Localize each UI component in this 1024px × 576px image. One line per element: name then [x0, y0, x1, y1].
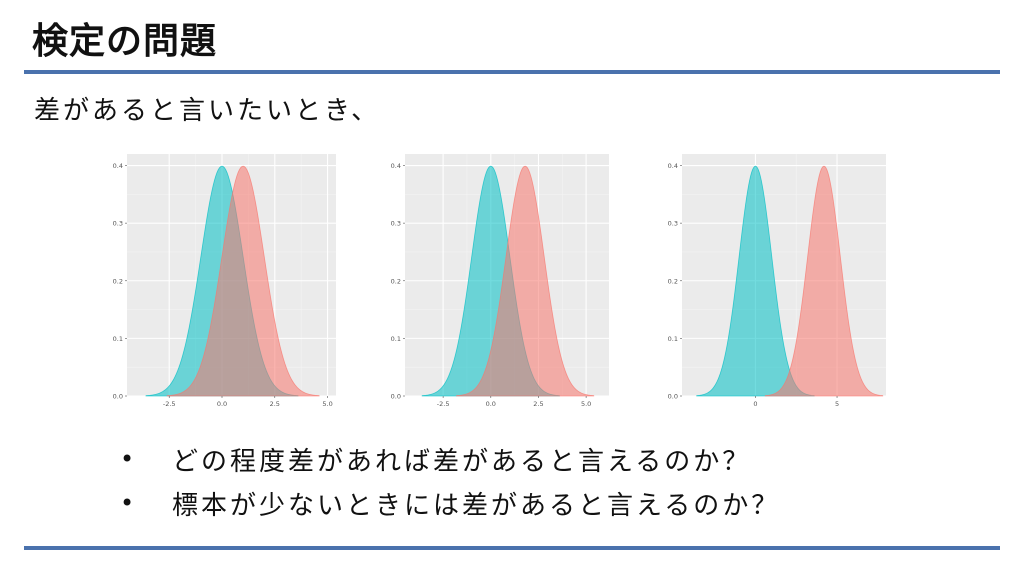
density-area-2 [166, 165, 320, 397]
chart-2: 0.0 0.1 0.2 0.3 0.4 -2.5 0.0 2.5 5.0 [383, 150, 613, 412]
x-tick-label: -2.5 [437, 400, 450, 408]
x-tick-label: 0 [753, 400, 757, 408]
y-tick-label: 0.0 [391, 393, 401, 401]
bullet-list: • どの程度差があれば差があると言えるのか？ • 標本が少ないときには差があると… [120, 440, 780, 528]
x-tick-label: 0.0 [486, 400, 496, 408]
y-tick-label: 0.3 [668, 220, 678, 228]
bottom-rule [24, 546, 1000, 550]
bullet-dot: • [120, 445, 138, 473]
x-tick-label: 0.0 [217, 400, 227, 408]
y-tick-label: 0.2 [113, 277, 123, 285]
bullet-item: • どの程度差があれば差があると言えるのか？ [120, 440, 780, 478]
slide-title: 検定の問題 [32, 21, 218, 62]
x-tick-label: 2.5 [270, 400, 280, 408]
chart-1-svg: 0.0 0.1 0.2 0.3 0.4 -2.5 0.0 2.5 5.0 [113, 154, 336, 408]
slide-subtitle: 差があると言いたいとき、 [34, 96, 381, 126]
y-tick-label: 0.1 [391, 335, 401, 343]
x-tick-label: 2.5 [533, 400, 543, 408]
chart-1: 0.0 0.1 0.2 0.3 0.4 -2.5 0.0 2.5 5.0 [105, 150, 340, 412]
bullet-dot: • [120, 489, 138, 517]
chart-2-svg: 0.0 0.1 0.2 0.3 0.4 -2.5 0.0 2.5 5.0 [391, 154, 609, 408]
y-tick-label: 0.3 [113, 220, 123, 228]
y-tick-label: 0.4 [668, 162, 678, 170]
y-tick-label: 0.4 [113, 162, 123, 170]
y-tick-label: 0.2 [391, 277, 401, 285]
y-tick-label: 0.2 [668, 277, 678, 285]
y-tick-label: 0.0 [113, 393, 123, 401]
y-tick-label: 0.3 [391, 220, 401, 228]
chart-3-svg: 0.0 0.1 0.2 0.3 0.4 0 5 [668, 154, 886, 408]
y-tick-label: 0.4 [391, 162, 401, 170]
x-tick-label: 5.0 [581, 400, 591, 408]
chart-3: 0.0 0.1 0.2 0.3 0.4 0 5 [660, 150, 890, 412]
x-tick-label: -2.5 [163, 400, 176, 408]
y-tick-label: 0.0 [668, 393, 678, 401]
charts-row: 0.0 0.1 0.2 0.3 0.4 -2.5 0.0 2.5 5.0 0.0 0.1 0.2 0.… [0, 150, 1024, 420]
density-area-2 [764, 165, 884, 397]
bullet-item: • 標本が少ないときには差があると言えるのか？ [120, 484, 780, 522]
y-tick-label: 0.1 [113, 335, 123, 343]
x-tick-label: 5.0 [322, 400, 332, 408]
y-tick-label: 0.1 [668, 335, 678, 343]
density-area-2 [456, 165, 595, 397]
top-rule [24, 70, 1000, 74]
x-tick-label: 5 [835, 400, 839, 408]
bullet-text: 標本が少ないときには差があると言えるのか？ [172, 490, 781, 521]
bullet-text: どの程度差があれば差があると言えるのか？ [172, 446, 752, 477]
